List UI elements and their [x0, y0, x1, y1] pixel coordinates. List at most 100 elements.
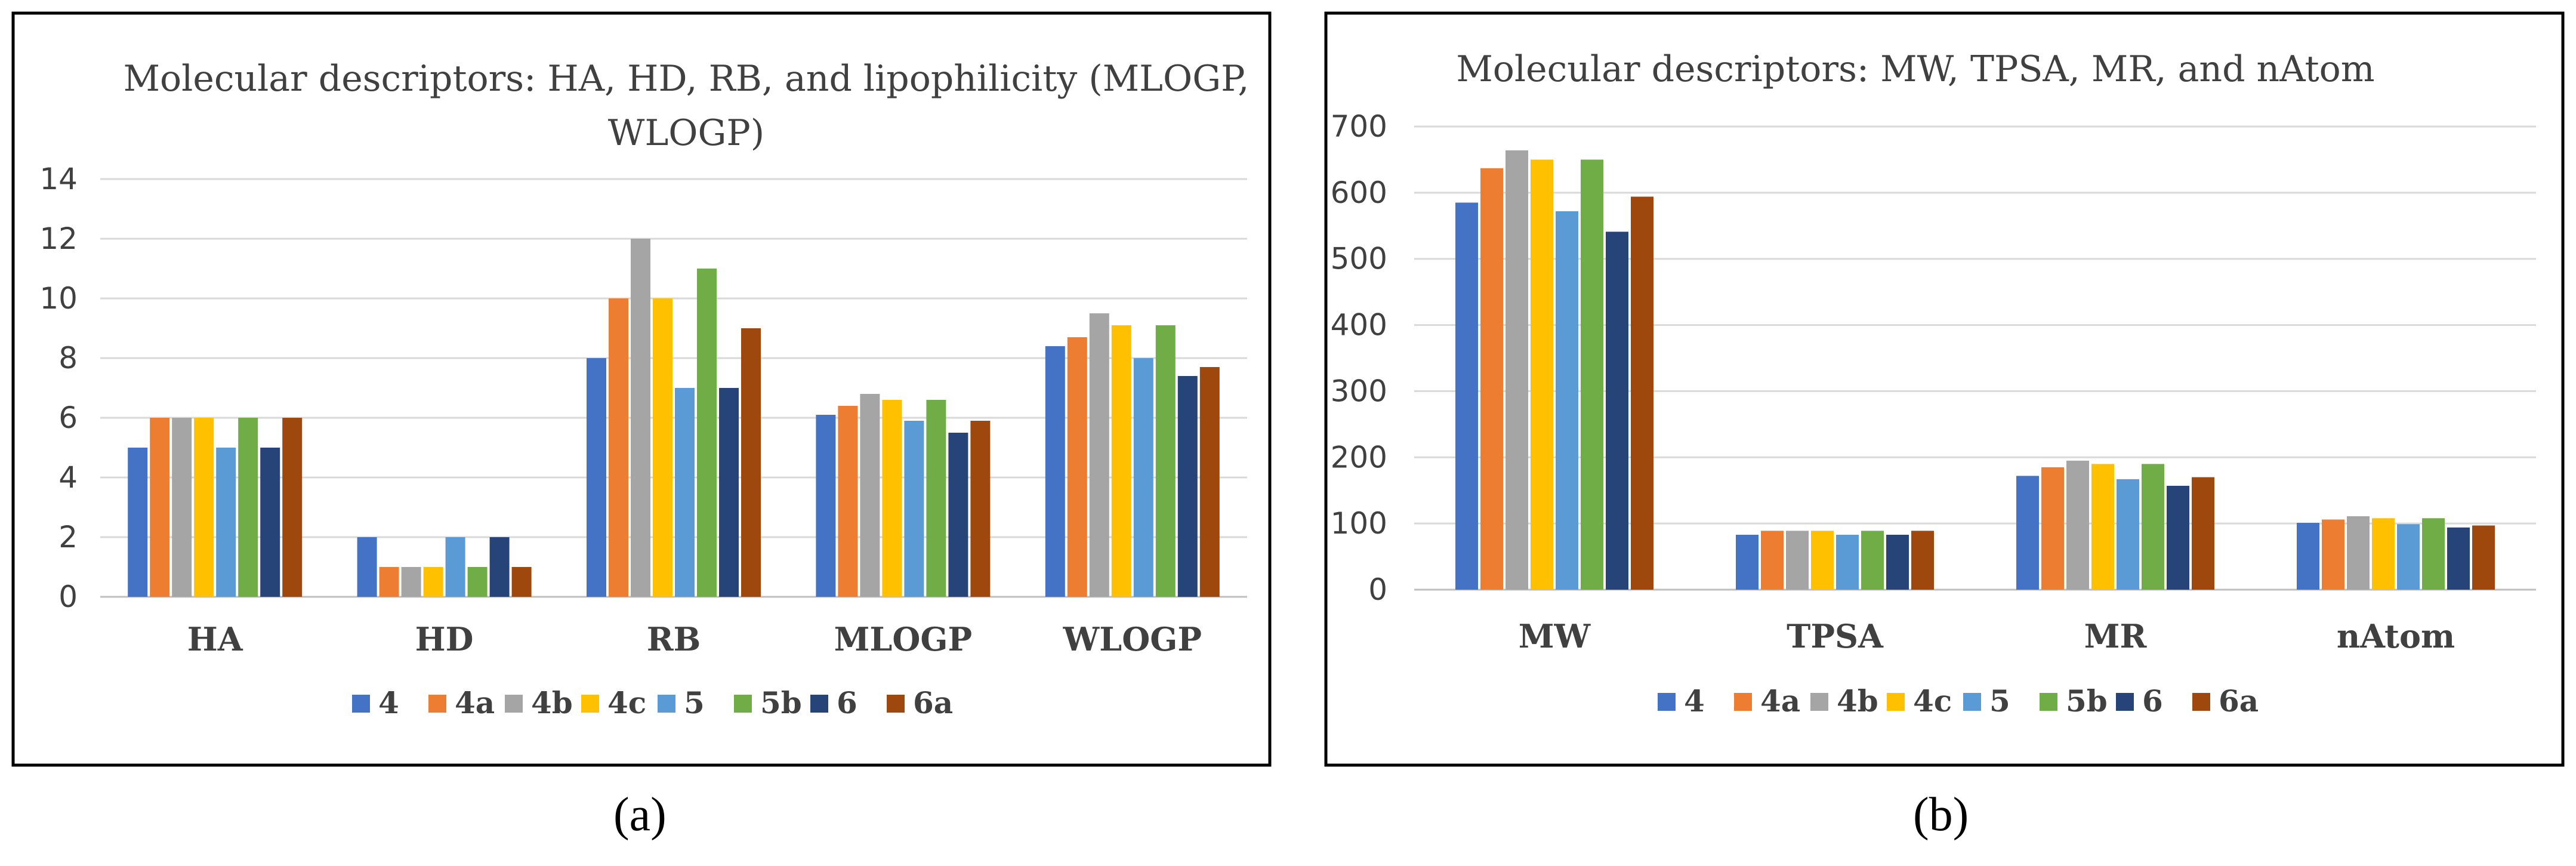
bar-6a-TPSA — [1911, 531, 1934, 590]
bar-6a-MW — [1631, 196, 1653, 590]
bar-5b-WLOGP — [1155, 325, 1176, 597]
legend-label-6: 6 — [2142, 683, 2163, 719]
legend-label-6: 6 — [837, 685, 857, 720]
bar-5b-MW — [1581, 159, 1603, 590]
bar-6-HD — [489, 537, 510, 597]
bar-4a-RB — [609, 298, 628, 597]
y-tick-label: 700 — [1331, 109, 1387, 144]
bar-4b-MW — [1506, 150, 1528, 590]
chart-title-line: Molecular descriptors: HA, HD, RB, and l… — [124, 58, 1250, 100]
legend-label-5: 5 — [684, 685, 705, 720]
x-category-label: MR — [2084, 617, 2148, 655]
bar-4c-TPSA — [1811, 531, 1834, 590]
x-category-label: HD — [415, 620, 474, 658]
y-tick-label: 10 — [39, 281, 78, 316]
x-category-label: MLOGP — [834, 620, 973, 658]
bar-6a-nAtom — [2472, 525, 2495, 590]
panel-label-a: (a) — [613, 788, 667, 841]
legend-label-4b: 4b — [1837, 683, 1878, 719]
legend-swatch-5 — [658, 695, 675, 713]
bar-6-TPSA — [1886, 534, 1909, 590]
bar-4-MLOGP — [816, 415, 836, 597]
chart-panel-a: Molecular descriptors: HA, HD, RB, and l… — [0, 0, 1283, 776]
bar-4a-MLOGP — [838, 406, 858, 597]
legend-swatch-5b — [2040, 693, 2057, 711]
bar-5-WLOGP — [1133, 358, 1153, 597]
legend-swatch-6a — [887, 695, 905, 713]
bar-5b-TPSA — [1861, 531, 1884, 590]
chart-title-line: WLOGP) — [608, 112, 764, 154]
bar-4c-HD — [423, 567, 443, 597]
bar-4c-RB — [653, 298, 672, 597]
bar-4c-MR — [2091, 464, 2114, 590]
bar-4-RB — [587, 358, 606, 597]
bar-5b-MR — [2142, 464, 2164, 590]
legend-swatch-4 — [1658, 693, 1676, 711]
x-category-label: WLOGP — [1063, 620, 1202, 658]
bar-6a-MLOGP — [970, 421, 991, 597]
bar-4-WLOGP — [1045, 346, 1065, 597]
bar-4b-WLOGP — [1089, 313, 1109, 597]
bar-4b-MR — [2066, 460, 2089, 590]
y-tick-label: 600 — [1331, 175, 1387, 210]
y-tick-label: 2 — [58, 520, 78, 554]
legend-swatch-4c — [581, 695, 599, 713]
bar-4c-MLOGP — [882, 400, 902, 597]
bar-4a-MW — [1480, 168, 1503, 590]
y-tick-label: 100 — [1331, 506, 1387, 541]
bar-4a-MR — [2041, 467, 2064, 590]
legend-label-5b: 5b — [2066, 683, 2108, 719]
bar-4c-nAtom — [2372, 518, 2395, 590]
bar-4c-MW — [1531, 159, 1553, 590]
bar-5-MW — [1556, 211, 1578, 590]
bar-4b-nAtom — [2347, 516, 2370, 590]
bar-5-MLOGP — [904, 421, 924, 597]
bar-6-nAtom — [2447, 527, 2470, 590]
legend-label-4c: 4c — [1913, 683, 1952, 719]
bar-5-MR — [2117, 479, 2139, 590]
bar-4-MW — [1455, 202, 1478, 590]
legend-label-5b: 5b — [760, 685, 802, 720]
bar-6a-HD — [511, 567, 532, 597]
bar-4b-HD — [401, 567, 421, 597]
bar-6-MLOGP — [948, 433, 968, 597]
bar-5-HA — [216, 448, 236, 597]
legend-swatch-4b — [1810, 693, 1828, 711]
bar-6a-RB — [741, 328, 761, 597]
bar-6-MW — [1606, 232, 1628, 590]
bar-4-nAtom — [2297, 523, 2319, 590]
bar-6-WLOGP — [1177, 376, 1198, 597]
bar-5-nAtom — [2397, 524, 2420, 590]
bar-4b-MLOGP — [860, 394, 880, 597]
y-tick-label: 4 — [58, 460, 78, 495]
legend-swatch-6 — [2116, 693, 2134, 711]
x-category-label: MW — [1519, 617, 1591, 655]
legend-swatch-6 — [810, 695, 828, 713]
legend-swatch-4 — [352, 695, 370, 713]
legend-swatch-6a — [2192, 693, 2210, 711]
bar-4-HD — [357, 537, 377, 597]
bar-4a-TPSA — [1761, 531, 1784, 590]
chart-b: Molecular descriptors: MW, TPSA, MR, and… — [1324, 11, 2565, 767]
x-category-label: HA — [187, 620, 243, 658]
legend-label-4: 4 — [1684, 683, 1705, 719]
bar-5-TPSA — [1836, 534, 1859, 590]
y-tick-label: 6 — [58, 400, 78, 435]
legend-label-4c: 4c — [607, 685, 646, 720]
legend-swatch-5 — [1963, 693, 1981, 711]
y-tick-label: 500 — [1331, 242, 1387, 276]
panel-label-b: (b) — [1913, 788, 1969, 841]
bar-4-TPSA — [1736, 534, 1759, 590]
bar-5b-RB — [697, 269, 717, 597]
bar-4c-WLOGP — [1111, 325, 1131, 597]
bar-5b-HA — [238, 418, 258, 597]
bar-4b-RB — [631, 239, 650, 597]
x-category-label: nAtom — [2337, 617, 2455, 655]
y-tick-label: 400 — [1331, 308, 1387, 343]
bar-4b-HA — [172, 418, 192, 597]
y-tick-label: 14 — [39, 162, 78, 196]
chart-panel-b: Molecular descriptors: MW, TPSA, MR, and… — [1313, 0, 2576, 776]
bar-4a-HD — [379, 567, 399, 597]
legend-label-6a: 6a — [913, 685, 953, 720]
legend-label-4a: 4a — [455, 685, 495, 720]
